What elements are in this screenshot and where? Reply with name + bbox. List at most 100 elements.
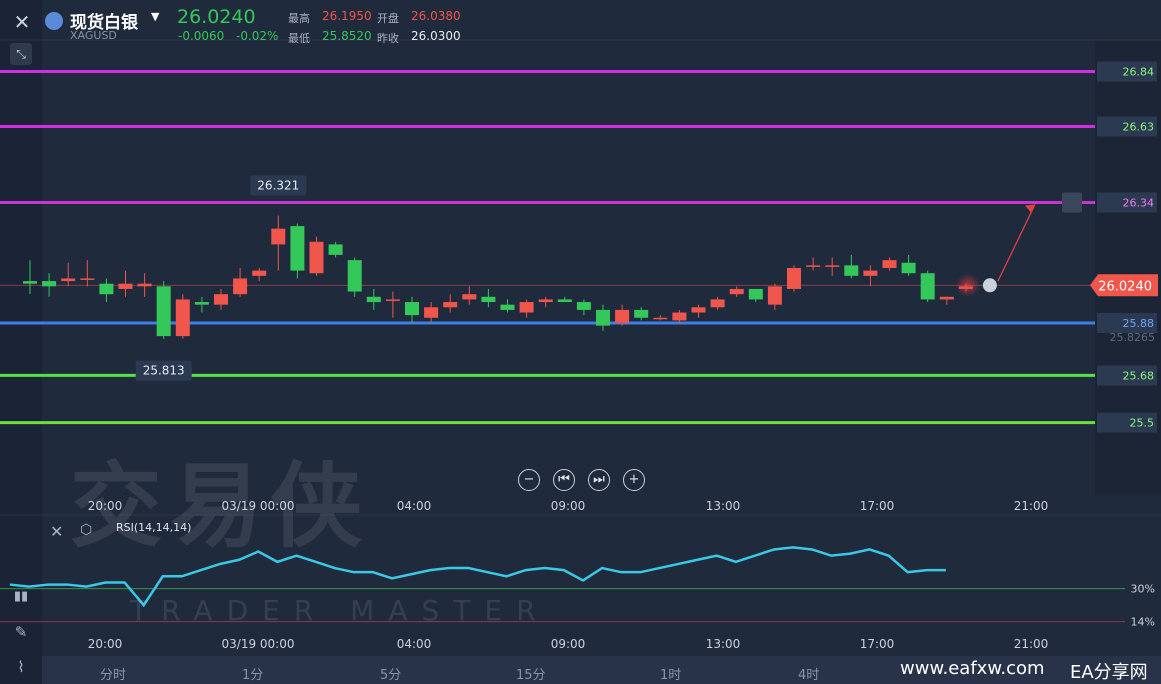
high-label: 最高 <box>288 12 310 25</box>
candle[interactable] <box>194 302 209 305</box>
close-icon: ✕ <box>50 522 64 541</box>
candle[interactable] <box>538 299 553 303</box>
candle[interactable] <box>863 270 878 276</box>
candle[interactable] <box>328 244 343 255</box>
candle[interactable] <box>462 294 477 300</box>
candle[interactable] <box>596 309 610 326</box>
candle[interactable] <box>309 241 324 274</box>
level-label-bg-5 <box>1097 412 1157 433</box>
candle[interactable] <box>99 283 114 295</box>
timeframe-tab[interactable]: 1时 <box>660 668 682 683</box>
candle[interactable] <box>481 296 496 303</box>
high-value: 26.1950 <box>322 9 372 23</box>
candle[interactable] <box>691 307 706 313</box>
time-tick: 17:00 <box>860 499 895 513</box>
timeframe-tab[interactable]: 4时 <box>798 668 820 683</box>
time-tick: 04:00 <box>397 499 432 513</box>
candle[interactable] <box>939 296 954 300</box>
candle[interactable] <box>672 312 687 321</box>
candle[interactable] <box>767 286 782 305</box>
high-annotation: 26.321 <box>257 178 299 192</box>
candle[interactable] <box>729 288 744 295</box>
candle[interactable] <box>156 286 171 337</box>
candle[interactable] <box>557 299 572 303</box>
symbol-name[interactable]: 现货白银 <box>70 13 138 33</box>
candle[interactable] <box>252 270 267 276</box>
candle[interactable] <box>576 302 591 310</box>
candle[interactable] <box>920 273 935 300</box>
candle[interactable] <box>271 228 286 245</box>
open-value: 26.0380 <box>411 9 461 23</box>
level-label-bg-0 <box>1097 61 1157 82</box>
timeframe-tab[interactable]: 1分 <box>242 668 264 683</box>
candle[interactable] <box>214 294 228 305</box>
candle[interactable] <box>385 299 400 301</box>
zoom-out-button[interactable]: − <box>518 469 540 491</box>
rsi-time-tick: 09:00 <box>551 637 586 651</box>
candle[interactable] <box>118 283 133 289</box>
candle[interactable] <box>787 267 801 289</box>
candle[interactable] <box>233 278 248 295</box>
candle[interactable] <box>653 317 668 320</box>
indicator-button[interactable]: ⌇ <box>8 655 34 679</box>
alert-bell-icon[interactable] <box>1062 192 1082 213</box>
timeframe-tab[interactable]: 分时 <box>100 668 127 683</box>
close-button[interactable]: ✕ <box>10 11 34 35</box>
scroll-start-button[interactable]: ⏮ <box>553 469 575 491</box>
rsi-time-tick: 20:00 <box>88 637 123 651</box>
candle[interactable] <box>825 265 840 267</box>
candle[interactable] <box>748 288 763 300</box>
candle[interactable] <box>634 309 649 318</box>
level-label-1: 26.63 <box>1123 120 1155 133</box>
candle[interactable] <box>500 304 515 310</box>
candle[interactable] <box>882 260 897 268</box>
prev-close-value: 26.0300 <box>411 29 461 43</box>
candle[interactable] <box>80 278 95 280</box>
indicator-close-button[interactable]: ✕ <box>50 522 63 541</box>
candle[interactable] <box>405 302 419 316</box>
level-label-bg-4 <box>1097 365 1157 386</box>
trend-arrow[interactable] <box>997 204 1036 282</box>
minus-icon: − <box>523 472 535 487</box>
timeframe-tab[interactable]: 15分 <box>516 668 546 683</box>
candle[interactable] <box>806 265 821 267</box>
current-price: 26.0240 <box>177 6 256 28</box>
candle[interactable] <box>615 309 630 324</box>
candle[interactable] <box>710 299 725 308</box>
candle[interactable] <box>844 265 859 276</box>
candle[interactable] <box>443 302 458 308</box>
candle[interactable] <box>23 281 37 284</box>
annotation-bg <box>250 175 307 196</box>
zoom-in-button[interactable]: + <box>623 469 645 491</box>
candle[interactable] <box>42 281 57 287</box>
info-icon[interactable] <box>982 278 997 293</box>
level-label-2: 26.34 <box>1123 196 1155 209</box>
candle[interactable] <box>290 226 305 271</box>
candle[interactable] <box>175 299 190 337</box>
current-price-label: 26.0240 <box>1098 279 1152 294</box>
chevron-down-icon[interactable]: ▼ <box>151 10 160 23</box>
candle[interactable] <box>424 307 439 318</box>
rsi-time-tick: 21:00 <box>1014 637 1049 651</box>
scroll-end-button[interactable]: ⏭ <box>588 469 610 491</box>
candle[interactable] <box>347 260 362 292</box>
price-change-pct: -0.02% <box>236 29 279 43</box>
footer-brand: EA分享网 <box>1070 662 1148 683</box>
rsi-time-tick: 17:00 <box>860 637 895 651</box>
settings-icon: ⬡ <box>80 522 93 538</box>
draw-tool-button[interactable]: ✎ <box>8 620 34 644</box>
candle[interactable] <box>901 262 916 274</box>
indicator-settings-button[interactable]: ⬡ <box>80 522 92 538</box>
candle[interactable] <box>519 302 534 313</box>
candle[interactable] <box>366 296 381 303</box>
rsi-line[interactable] <box>9 546 946 608</box>
chart-type-button[interactable]: ▮▮ <box>8 585 34 609</box>
timeframe-tab[interactable]: 5分 <box>380 668 402 683</box>
candle[interactable] <box>137 283 152 287</box>
annotation-bg <box>135 360 192 381</box>
low-annotation: 25.813 <box>143 364 185 378</box>
candle[interactable] <box>61 278 76 282</box>
collapse-button[interactable]: ⤡ <box>10 43 32 65</box>
plus-icon: + <box>628 472 640 487</box>
